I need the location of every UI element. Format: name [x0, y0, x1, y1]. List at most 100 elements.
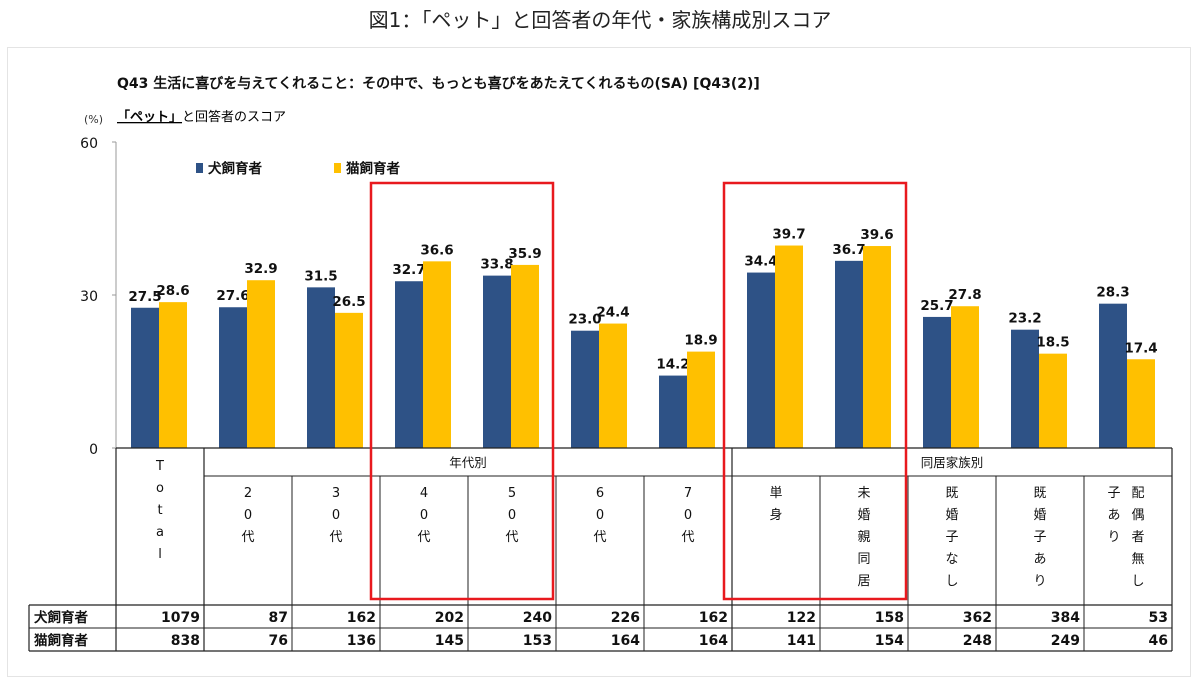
category-label-char: し	[1131, 574, 1144, 589]
cat-bar	[247, 280, 275, 448]
count-cell: 1079	[161, 610, 200, 626]
cat-bar	[1039, 353, 1067, 448]
bar-value-label: 36.7	[832, 242, 865, 258]
count-cell: 76	[269, 633, 288, 649]
count-cell: 158	[875, 610, 904, 626]
dog-bar	[1099, 303, 1127, 448]
group-label-age: 年代別	[449, 455, 487, 470]
category-label-char: T	[155, 459, 164, 474]
category-label-char: 代	[241, 530, 254, 545]
count-cell: 226	[611, 610, 640, 626]
cat-bar	[599, 323, 627, 448]
y-tick-label: 30	[80, 289, 98, 305]
group-label-family: 同居家族別	[921, 455, 984, 470]
category-label-char: a	[156, 525, 164, 540]
category-label-char: 代	[417, 530, 430, 545]
dog-bar	[483, 275, 511, 448]
category-label-char: 居	[857, 574, 870, 589]
cat-bar	[951, 306, 979, 448]
cat-bar	[775, 245, 803, 448]
category-label-char: 既	[1033, 486, 1046, 501]
bar-value-label: 23.2	[1008, 311, 1041, 327]
bars: 27.528.6 27.6 32.9 31.5 26.5 32.7 36.6 33.835.9…	[128, 227, 1158, 448]
category-label-char: 婚	[945, 508, 958, 523]
count-row-label: 犬飼育者	[34, 609, 88, 626]
category-label-char: 0	[596, 508, 604, 523]
category-label-char: 単	[769, 485, 782, 501]
count-cell: 145	[435, 633, 464, 649]
count-cell: 248	[963, 633, 992, 649]
category-label-char: し	[945, 574, 958, 589]
dog-bar	[219, 307, 247, 448]
count-cell: 384	[1051, 610, 1080, 626]
category-label-char: 既	[945, 486, 958, 501]
count-cell: 141	[787, 633, 816, 649]
subtitle-rest: と回答者のスコア	[182, 109, 286, 125]
category-label-char: 身	[769, 507, 782, 523]
count-cell: 249	[1051, 633, 1080, 649]
cat-bar	[423, 261, 451, 448]
category-label-char: あ	[1107, 508, 1120, 523]
category-label-char: 0	[244, 508, 252, 523]
count-cell: 154	[875, 633, 904, 649]
category-label-char: 子	[1107, 486, 1120, 501]
category-label-char: 親	[857, 530, 870, 545]
bar-value-label: 27.5	[128, 289, 161, 305]
category-label-char: 偶	[1131, 508, 1144, 523]
legend: 犬飼育者 猫飼育者	[196, 160, 400, 177]
count-cell: 87	[269, 610, 288, 626]
dog-bar	[835, 260, 863, 448]
category-label-char: l	[158, 547, 162, 562]
category-label-char: o	[156, 481, 164, 496]
dog-bar	[1011, 329, 1039, 448]
bar-value-label: 35.9	[508, 246, 541, 262]
highlight-box-age	[369, 181, 555, 601]
category-label-char: 未	[857, 486, 870, 501]
bar-value-label: 27.6	[216, 288, 249, 304]
legend-swatch	[334, 163, 341, 173]
category-label-char: 0	[684, 508, 692, 523]
dog-bar	[923, 316, 951, 448]
unit-label: (%)	[84, 113, 103, 126]
dog-bar	[395, 281, 423, 448]
category-label-char: 0	[508, 508, 516, 523]
cat-bar	[687, 351, 715, 448]
legend-label: 猫飼育者	[346, 160, 400, 177]
category-label-char: 配	[1131, 486, 1144, 501]
bar-value-label: 26.5	[332, 294, 365, 310]
cat-bar	[863, 246, 891, 448]
count-cell: 202	[435, 610, 464, 626]
count-cell: 164	[611, 633, 640, 649]
category-label-char: 代	[505, 530, 518, 545]
category-label-char: 代	[593, 530, 606, 545]
category-label-char: 者	[1131, 530, 1144, 545]
category-label-char: あ	[1033, 552, 1046, 567]
count-cell: 153	[523, 633, 552, 649]
subtitle-bold: 「ペット」	[117, 109, 182, 125]
category-label-char: り	[1033, 574, 1046, 589]
bar-value-label: 39.7	[772, 227, 805, 243]
dog-bar	[747, 272, 775, 448]
cat-bar	[511, 264, 539, 448]
bar-value-label: 39.6	[860, 227, 893, 243]
category-label-char: 7	[684, 486, 692, 501]
bar-value-label: 36.6	[420, 242, 453, 258]
bar-value-label: 28.6	[156, 283, 189, 299]
bar-value-label: 14.2	[656, 357, 689, 373]
count-cell: 162	[699, 610, 728, 626]
bar-value-label: 23.0	[568, 312, 601, 328]
subtitle: 「ペット」と回答者のスコア	[117, 109, 286, 125]
category-label-char: 代	[329, 530, 342, 545]
y-axis: 0 30 60	[80, 136, 117, 458]
count-cell: 838	[171, 633, 200, 649]
bar-value-label: 34.4	[744, 254, 777, 270]
bar-value-label: 33.8	[480, 257, 513, 273]
category-label-char: 6	[596, 486, 604, 501]
category-label-char: な	[945, 552, 958, 567]
dog-bar	[571, 330, 599, 448]
legend-label: 犬飼育者	[208, 160, 262, 177]
category-label-char: 子	[1033, 530, 1046, 545]
question-text: Q43 生活に喜びを与えてくれること：その中で、もっとも喜びをあたえてくれるもの…	[117, 75, 760, 92]
bar-value-label: 24.4	[596, 305, 629, 321]
